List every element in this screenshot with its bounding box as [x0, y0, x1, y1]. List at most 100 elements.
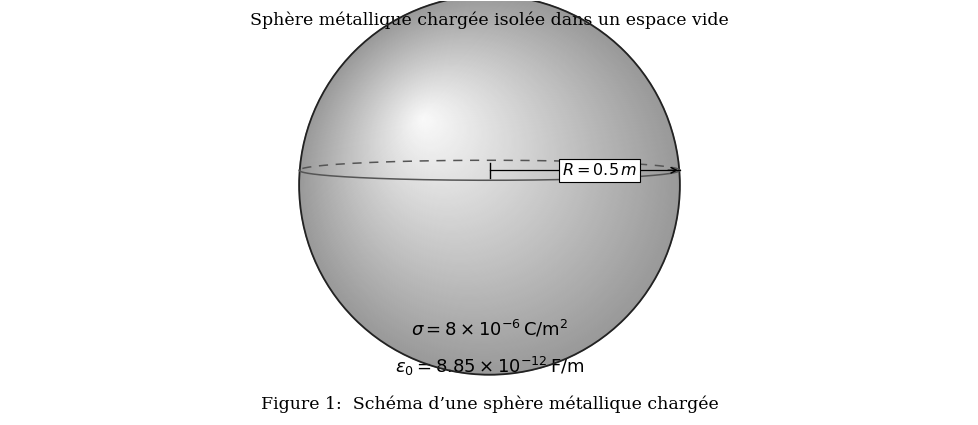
Ellipse shape [333, 29, 608, 304]
Ellipse shape [419, 115, 431, 127]
Ellipse shape [377, 72, 518, 215]
Ellipse shape [411, 108, 446, 142]
Ellipse shape [347, 44, 579, 275]
Text: Sphère métallique chargée isolée dans un espace vide: Sphère métallique chargée isolée dans un… [249, 12, 729, 29]
Ellipse shape [400, 96, 469, 166]
Ellipse shape [344, 41, 585, 281]
Ellipse shape [358, 54, 557, 253]
Ellipse shape [311, 8, 653, 349]
Ellipse shape [339, 35, 596, 292]
Ellipse shape [380, 76, 511, 206]
Ellipse shape [351, 48, 570, 266]
Ellipse shape [375, 71, 521, 217]
Ellipse shape [355, 52, 561, 258]
Text: $\sigma = 8 \times 10^{-6}\,\mathrm{C/m^2}$: $\sigma = 8 \times 10^{-6}\,\mathrm{C/m^… [411, 318, 567, 339]
Ellipse shape [363, 59, 547, 242]
Ellipse shape [304, 0, 669, 364]
Ellipse shape [409, 105, 450, 147]
Ellipse shape [372, 68, 527, 223]
Ellipse shape [301, 0, 675, 371]
Ellipse shape [398, 94, 473, 170]
Ellipse shape [322, 18, 632, 328]
Ellipse shape [302, 0, 673, 368]
Ellipse shape [362, 58, 549, 244]
Ellipse shape [368, 64, 536, 232]
Ellipse shape [384, 81, 502, 198]
Ellipse shape [366, 62, 540, 236]
Ellipse shape [342, 39, 590, 285]
Ellipse shape [408, 104, 453, 149]
Ellipse shape [367, 63, 538, 234]
Ellipse shape [340, 37, 594, 289]
Ellipse shape [365, 61, 542, 238]
Ellipse shape [361, 57, 551, 246]
Ellipse shape [343, 40, 587, 283]
Ellipse shape [420, 116, 429, 125]
Ellipse shape [378, 74, 514, 210]
Ellipse shape [315, 12, 645, 340]
Ellipse shape [321, 17, 635, 330]
Ellipse shape [312, 9, 651, 347]
Ellipse shape [393, 90, 482, 178]
Ellipse shape [391, 88, 487, 183]
Ellipse shape [397, 93, 476, 172]
Ellipse shape [383, 79, 504, 200]
Ellipse shape [396, 92, 478, 174]
Ellipse shape [369, 65, 534, 230]
Ellipse shape [308, 5, 660, 355]
Ellipse shape [349, 46, 574, 270]
Ellipse shape [326, 22, 624, 319]
Ellipse shape [335, 32, 602, 298]
Text: Figure 1:  Schéma d’une sphère métallique chargée: Figure 1: Schéma d’une sphère métallique… [260, 396, 718, 414]
Ellipse shape [307, 4, 662, 358]
Ellipse shape [348, 45, 576, 272]
Ellipse shape [379, 76, 512, 208]
Ellipse shape [401, 97, 467, 164]
Ellipse shape [310, 7, 655, 351]
Ellipse shape [345, 42, 583, 279]
Ellipse shape [305, 2, 666, 362]
Ellipse shape [324, 20, 628, 323]
Ellipse shape [386, 83, 498, 193]
Ellipse shape [370, 66, 532, 227]
Ellipse shape [337, 34, 600, 296]
Ellipse shape [417, 113, 435, 131]
Ellipse shape [381, 78, 508, 204]
Ellipse shape [357, 53, 559, 255]
Ellipse shape [406, 102, 457, 153]
Ellipse shape [364, 60, 545, 240]
Ellipse shape [318, 14, 641, 336]
Ellipse shape [331, 27, 613, 309]
Ellipse shape [332, 28, 610, 306]
Ellipse shape [410, 106, 448, 144]
Ellipse shape [374, 71, 523, 219]
Ellipse shape [395, 91, 480, 176]
Ellipse shape [402, 98, 466, 162]
Ellipse shape [405, 101, 459, 155]
Ellipse shape [415, 110, 439, 136]
Text: $\varepsilon_0 = 8.85 \times 10^{-12}\,\mathrm{F/m}$: $\varepsilon_0 = 8.85 \times 10^{-12}\,\… [394, 355, 584, 378]
Ellipse shape [399, 95, 471, 168]
Ellipse shape [350, 47, 572, 268]
Ellipse shape [346, 42, 581, 277]
Ellipse shape [320, 16, 637, 332]
Ellipse shape [387, 84, 495, 191]
Text: $R = 0.5\,m$: $R = 0.5\,m$ [561, 162, 637, 179]
Ellipse shape [325, 21, 626, 321]
Ellipse shape [309, 6, 658, 353]
Ellipse shape [388, 85, 493, 189]
Ellipse shape [352, 49, 568, 264]
Ellipse shape [323, 19, 630, 326]
Ellipse shape [382, 79, 506, 202]
Ellipse shape [390, 87, 489, 185]
Ellipse shape [329, 25, 617, 313]
Ellipse shape [327, 23, 621, 317]
Ellipse shape [422, 118, 424, 121]
Ellipse shape [313, 10, 649, 345]
Ellipse shape [341, 37, 592, 287]
Ellipse shape [378, 74, 516, 212]
Ellipse shape [316, 13, 643, 338]
Ellipse shape [404, 100, 461, 157]
Ellipse shape [385, 82, 500, 196]
Ellipse shape [319, 15, 639, 334]
